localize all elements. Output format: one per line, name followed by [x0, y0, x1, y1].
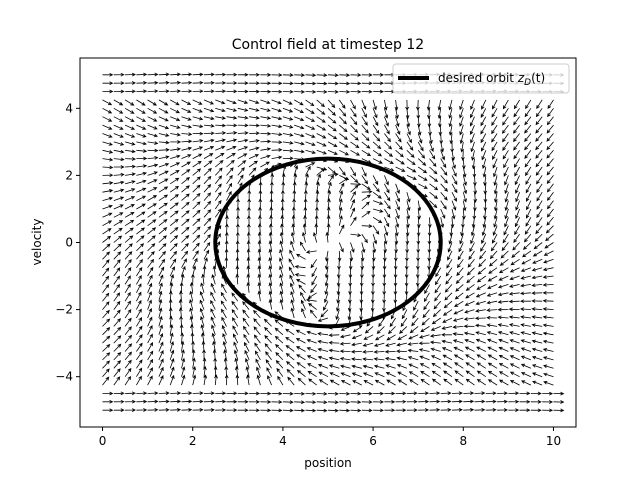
x-tick-label: 10	[546, 434, 561, 448]
x-tick-label: 6	[369, 434, 377, 448]
x-axis-ticks: 0 2 4 6 8 10	[99, 427, 561, 448]
desired-orbit-line	[213, 156, 443, 329]
chart-title: Control field at timestep 12	[232, 37, 424, 53]
x-axis-label: position	[304, 456, 352, 470]
x-tick-label: 4	[279, 434, 287, 448]
y-tick-label: −4	[55, 370, 73, 384]
y-axis-label: velocity	[30, 219, 44, 266]
y-tick-label: 4	[65, 101, 73, 115]
legend: desired orbit zD(t)	[392, 63, 570, 94]
orbit-layer	[213, 156, 443, 329]
y-axis-ticks: −4 −2 0 2 4	[55, 101, 80, 384]
y-tick-label: 0	[65, 236, 73, 250]
legend-box	[392, 63, 570, 94]
y-tick-label: 2	[65, 168, 73, 182]
x-tick-label: 0	[99, 434, 107, 448]
x-tick-label: 2	[189, 434, 197, 448]
x-tick-label: 8	[459, 434, 467, 448]
legend-label-desired-orbit: desired orbit zD(t)	[438, 71, 545, 88]
y-tick-label: −2	[55, 303, 73, 317]
